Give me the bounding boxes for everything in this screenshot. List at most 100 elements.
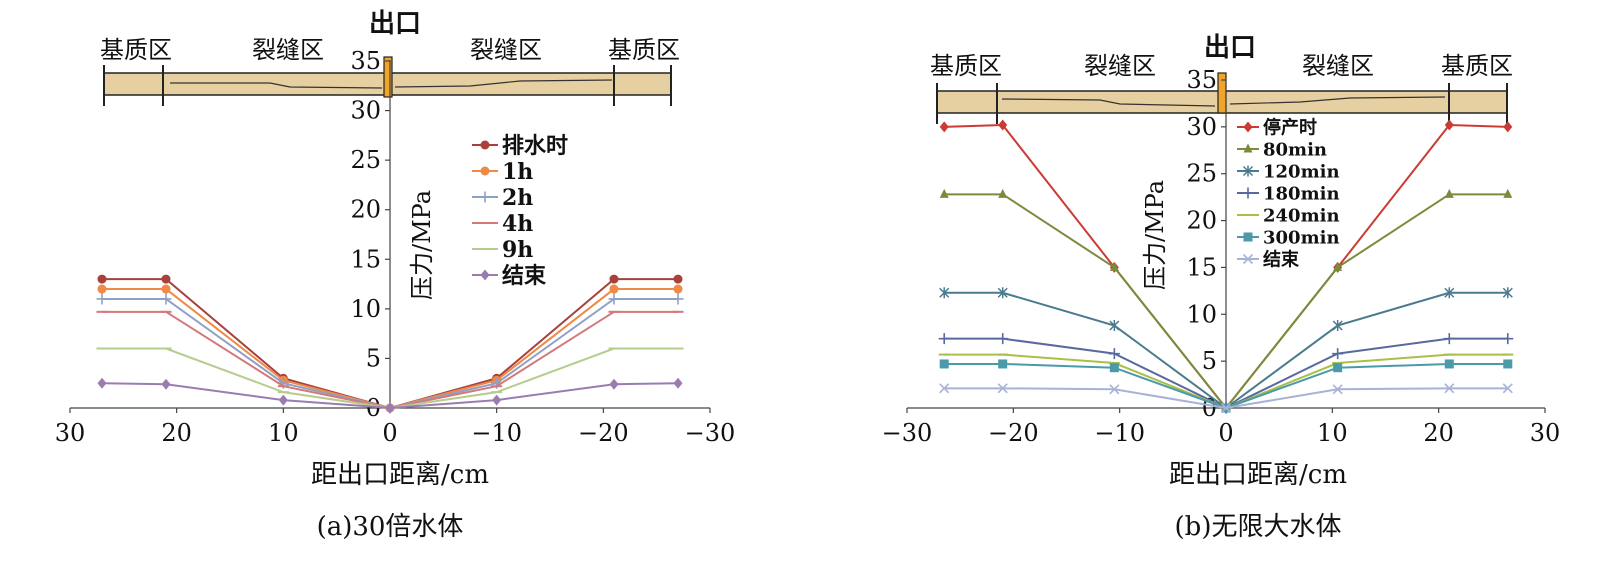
x-tick-label: −20	[578, 419, 629, 447]
y-tick-label: 10	[1186, 300, 1217, 328]
caption-b: (b)无限大水体	[1175, 512, 1342, 542]
outlet-label-b: 出口	[1204, 33, 1256, 63]
x-tick-label: 10	[268, 419, 299, 447]
data-point	[998, 359, 1008, 369]
legend-swatch-marker	[480, 166, 490, 176]
zone-label-matrix-right-a: 基质区	[608, 36, 680, 64]
y-tick-label: 20	[350, 196, 381, 224]
legend-item: 停产时	[1237, 116, 1317, 138]
x-tick-label: −10	[471, 419, 522, 447]
zone-label-matrix-left-b: 基质区	[930, 52, 1002, 80]
fracture-line-right-a	[394, 79, 613, 88]
data-point	[609, 274, 619, 284]
data-point	[1502, 287, 1513, 299]
data-point	[278, 394, 288, 406]
y-tick-label: 10	[350, 295, 381, 323]
x-tick-label: 0	[1218, 419, 1233, 447]
x-axis-title-a: 距出口距离/cm	[311, 460, 489, 490]
data-point	[97, 377, 107, 389]
data-point	[1333, 363, 1343, 373]
data-point	[1332, 384, 1343, 395]
legend-swatch-marker	[480, 269, 490, 281]
legend-item: 240min	[1237, 205, 1340, 226]
x-ticks-a: 30 20 10 0 −10 −20 −30	[55, 408, 736, 447]
data-point	[939, 383, 950, 394]
x-tick-label: −30	[685, 419, 736, 447]
zone-label-fracture-right-a: 裂缝区	[470, 36, 542, 64]
core-sample-diagram-a: 出口 基质区 裂缝区 裂缝区 基质区	[100, 9, 680, 106]
zone-label-matrix-left-a: 基质区	[100, 36, 172, 64]
data-point	[997, 383, 1008, 394]
data-point	[1444, 359, 1454, 369]
data-point	[1503, 121, 1513, 133]
fracture-line-right-b	[1229, 96, 1446, 105]
x-tick-label: −30	[882, 419, 933, 447]
legend-swatch-marker	[1243, 232, 1253, 242]
data-point	[1109, 261, 1119, 271]
legend-label: 120min	[1263, 161, 1340, 182]
y-tick-label: 25	[350, 146, 381, 174]
data-point	[608, 293, 620, 305]
legend-label: 240min	[1263, 205, 1340, 226]
data-point	[1444, 119, 1454, 131]
x-tick-label: 30	[1530, 419, 1561, 447]
y-tick-label: 35	[1186, 66, 1217, 94]
y-axis-title-a: 压力/MPa	[408, 190, 436, 300]
x-tick-label: 30	[55, 419, 86, 447]
data-point	[1444, 383, 1455, 394]
legend-item: 结束	[1237, 248, 1300, 270]
data-point	[1444, 287, 1455, 299]
data-point	[609, 378, 619, 390]
y-tick-label: 15	[350, 245, 381, 273]
zone-label-matrix-right-b: 基质区	[1441, 52, 1513, 80]
data-point	[1108, 348, 1120, 360]
data-point	[492, 394, 502, 406]
legend-swatch-marker	[1243, 121, 1253, 133]
data-point	[939, 188, 949, 198]
legend-item: 结束	[472, 263, 547, 289]
legend-label: 排水时	[502, 133, 568, 159]
legend-swatch-marker	[1242, 187, 1254, 199]
legend-label: 4h	[502, 211, 533, 237]
legend-swatch-marker	[1242, 253, 1254, 265]
data-point	[161, 274, 171, 284]
y-tick-label: 15	[1186, 253, 1217, 281]
series-group-b	[938, 119, 1514, 414]
legend-item: 80min	[1237, 139, 1327, 160]
data-point	[1332, 320, 1343, 332]
y-tick-label: 30	[1186, 113, 1217, 141]
legend-item: 1h	[472, 159, 533, 185]
x-tick-label: 0	[382, 419, 397, 447]
legend-swatch-marker	[480, 140, 490, 150]
legend-item: 180min	[1237, 183, 1340, 204]
data-point	[96, 293, 108, 305]
x-axis-title-b: 距出口距离/cm	[1169, 460, 1347, 490]
data-point	[672, 293, 684, 305]
x-tick-label: 20	[1423, 419, 1454, 447]
outlet-marker-a	[383, 56, 393, 98]
legend-item: 4h	[472, 211, 533, 237]
legend-label: 2h	[502, 185, 533, 211]
data-point	[385, 402, 395, 414]
x-tick-label: −20	[988, 419, 1039, 447]
legend-swatch-marker	[1243, 143, 1253, 153]
legend-item: 2h	[472, 185, 533, 211]
y-tick-label: 25	[1186, 160, 1217, 188]
x-tick-label: 20	[161, 419, 192, 447]
x-tick-label: −10	[1094, 419, 1145, 447]
legend-item: 300min	[1237, 227, 1340, 248]
data-point	[673, 274, 683, 284]
data-point	[609, 284, 619, 294]
y-tick-label: 35	[350, 47, 381, 75]
caption-a: (a)30倍水体	[317, 512, 464, 542]
legend-label: 停产时	[1263, 116, 1317, 138]
data-point	[939, 359, 949, 369]
data-point	[673, 377, 683, 389]
data-point	[998, 119, 1008, 131]
zone-label-fracture-left-a: 裂缝区	[252, 36, 324, 64]
